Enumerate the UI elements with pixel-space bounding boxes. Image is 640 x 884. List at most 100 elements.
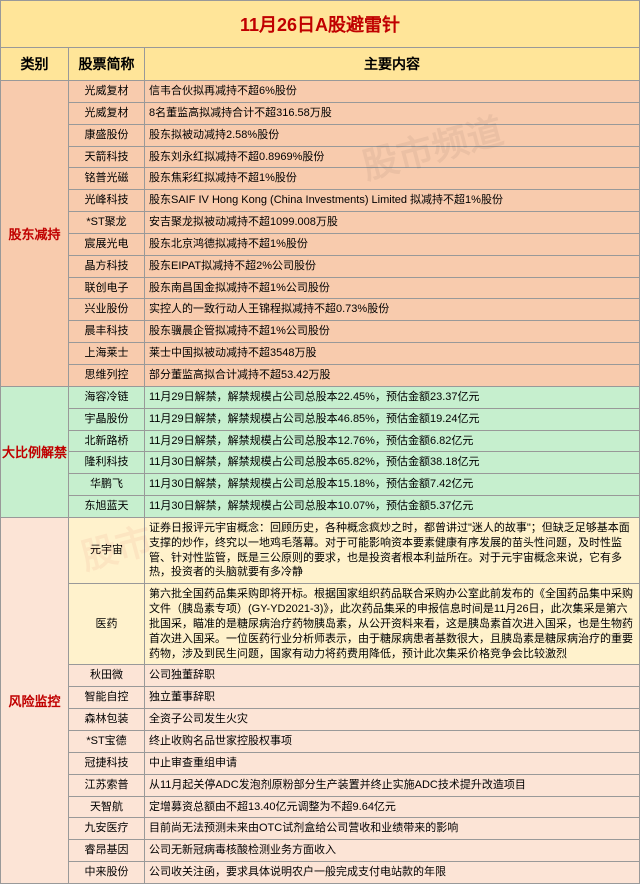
table-row: 华鹏飞11月30日解禁，解禁规模占公司总股本15.18%，预估金额7.42亿元 — [69, 474, 640, 496]
table-row: 冠捷科技中止审查重组申请 — [69, 753, 640, 775]
section: 风险监控元宇宙证券日报评元宇宙概念：回顾历史，各种概念疯炒之时，都曾讲过"迷人的… — [1, 518, 640, 884]
table-row: 秋田微公司独董辞职 — [69, 665, 640, 687]
stock-name: 秋田微 — [69, 665, 145, 687]
content-cell: 中止审查重组申请 — [145, 753, 640, 775]
content-cell: 莱士中国拟被动减持不超3548万股 — [145, 343, 640, 365]
table-row: 兴业股份实控人的一致行动人王锦程拟减持不超0.73%股份 — [69, 299, 640, 321]
stock-name: 海容冷链 — [69, 387, 145, 409]
stock-name: *ST宝德 — [69, 731, 145, 753]
col-header-category: 类别 — [1, 48, 69, 81]
content-cell: 全资子公司发生火灾 — [145, 709, 640, 731]
stock-name: 智能自控 — [69, 687, 145, 709]
table-row: 九安医疗目前尚无法预测未来由OTC试剂盒给公司营收和业绩带来的影响 — [69, 818, 640, 840]
stock-name: 光峰科技 — [69, 190, 145, 212]
content-cell: 终止收购名品世家控股权事项 — [145, 731, 640, 753]
stock-name: 宇晶股份 — [69, 409, 145, 431]
table-row: 医药第六批全国药品集采购即将开标。根据国家组织药品联合采购办公室此前发布的《全国… — [69, 584, 640, 665]
table-row: 光威复材信韦合伙拟再减持不超6%股份 — [69, 81, 640, 103]
col-header-content: 主要内容 — [145, 48, 640, 81]
content-cell: 股东骥晨企管拟减持不超1%公司股份 — [145, 321, 640, 343]
table-row: 思维列控部分董监高拟合计减持不超53.42万股 — [69, 365, 640, 387]
table-row: 天箭科技股东刘永红拟减持不超0.8969%股份 — [69, 147, 640, 169]
content-cell: 公司无新冠病毒核酸检测业务方面收入 — [145, 840, 640, 862]
stock-name: 天箭科技 — [69, 147, 145, 169]
table-row: 智能自控独立董事辞职 — [69, 687, 640, 709]
content-cell: 11月29日解禁，解禁规模占公司总股本12.76%，预估金额6.82亿元 — [145, 431, 640, 453]
stock-name: 思维列控 — [69, 365, 145, 387]
stock-name: 森林包装 — [69, 709, 145, 731]
stock-name: 联创电子 — [69, 278, 145, 300]
table-row: 光威复材8名董监高拟减持合计不超316.58万股 — [69, 103, 640, 125]
stock-name: 隆利科技 — [69, 452, 145, 474]
stock-name: 江苏索普 — [69, 775, 145, 797]
table-row: 江苏索普从11月起关停ADC发泡剂原粉部分生产装置并终止实施ADC技术提升改造项… — [69, 775, 640, 797]
content-cell: 股东焦彩红拟减持不超1%股份 — [145, 168, 640, 190]
stock-name: 上海莱士 — [69, 343, 145, 365]
table-row: 康盛股份股东拟被动减持2.58%股份 — [69, 125, 640, 147]
content-cell: 11月30日解禁，解禁规模占公司总股本10.07%，预估金额5.37亿元 — [145, 496, 640, 518]
content-cell: 实控人的一致行动人王锦程拟减持不超0.73%股份 — [145, 299, 640, 321]
content-cell: 11月30日解禁，解禁规模占公司总股本65.82%，预估金额38.18亿元 — [145, 452, 640, 474]
content-cell: 信韦合伙拟再减持不超6%股份 — [145, 81, 640, 103]
content-cell: 从11月起关停ADC发泡剂原粉部分生产装置并终止实施ADC技术提升改造项目 — [145, 775, 640, 797]
section-label: 风险监控 — [1, 518, 69, 884]
table-row: 中来股份公司收关注函，要求具体说明农户一般完成支付电站款的年限 — [69, 862, 640, 884]
stock-name: 九安医疗 — [69, 818, 145, 840]
stock-name: 医药 — [69, 584, 145, 665]
table-row: 海容冷链11月29日解禁，解禁规模占公司总股本22.45%，预估金额23.37亿… — [69, 387, 640, 409]
table-row: *ST宝德终止收购名品世家控股权事项 — [69, 731, 640, 753]
table-row: *ST聚龙安吉聚龙拟被动减持不超1099.008万股 — [69, 212, 640, 234]
content-cell: 目前尚无法预测未来由OTC试剂盒给公司营收和业绩带来的影响 — [145, 818, 640, 840]
stock-name: 东旭蓝天 — [69, 496, 145, 518]
table-row: 宇晶股份11月29日解禁，解禁规模占公司总股本46.85%，预估金额19.24亿… — [69, 409, 640, 431]
table-row: 宸展光电股东北京鸿德拟减持不超1%股份 — [69, 234, 640, 256]
content-cell: 独立董事辞职 — [145, 687, 640, 709]
section: 大比例解禁海容冷链11月29日解禁，解禁规模占公司总股本22.45%，预估金额2… — [1, 387, 640, 518]
table-row: 睿昂基因公司无新冠病毒核酸检测业务方面收入 — [69, 840, 640, 862]
table-row: 铭普光磁股东焦彩红拟减持不超1%股份 — [69, 168, 640, 190]
table-row: 天智航定增募资总额由不超13.40亿元调整为不超9.64亿元 — [69, 797, 640, 819]
table-row: 元宇宙证券日报评元宇宙概念：回顾历史，各种概念疯炒之时，都曾讲过"迷人的故事"；… — [69, 518, 640, 584]
content-cell: 股东刘永红拟减持不超0.8969%股份 — [145, 147, 640, 169]
page-title: 11月26日A股避雷针 — [1, 1, 640, 48]
content-cell: 股东北京鸿德拟减持不超1%股份 — [145, 234, 640, 256]
stock-name: 铭普光磁 — [69, 168, 145, 190]
content-cell: 11月29日解禁，解禁规模占公司总股本22.45%，预估金额23.37亿元 — [145, 387, 640, 409]
section-label: 大比例解禁 — [1, 387, 69, 518]
stock-name: 晶方科技 — [69, 256, 145, 278]
stock-name: 北新路桥 — [69, 431, 145, 453]
content-cell: 11月29日解禁，解禁规模占公司总股本46.85%，预估金额19.24亿元 — [145, 409, 640, 431]
table-row: 北新路桥11月29日解禁，解禁规模占公司总股本12.76%，预估金额6.82亿元 — [69, 431, 640, 453]
stock-name: 兴业股份 — [69, 299, 145, 321]
section: 股东减持光威复材信韦合伙拟再减持不超6%股份光威复材8名董监高拟减持合计不超31… — [1, 81, 640, 387]
stock-name: 元宇宙 — [69, 518, 145, 584]
table-row: 东旭蓝天11月30日解禁，解禁规模占公司总股本10.07%，预估金额5.37亿元 — [69, 496, 640, 518]
stock-name: 冠捷科技 — [69, 753, 145, 775]
stock-name: 光威复材 — [69, 103, 145, 125]
content-cell: 股东EIPAT拟减持不超2%公司股份 — [145, 256, 640, 278]
stock-name: 睿昂基因 — [69, 840, 145, 862]
content-cell: 第六批全国药品集采购即将开标。根据国家组织药品联合采购办公室此前发布的《全国药品… — [145, 584, 640, 665]
table-row: 光峰科技股东SAIF IV Hong Kong (China Investmen… — [69, 190, 640, 212]
table-row: 隆利科技11月30日解禁，解禁规模占公司总股本65.82%，预估金额38.18亿… — [69, 452, 640, 474]
content-cell: 股东SAIF IV Hong Kong (China Investments) … — [145, 190, 640, 212]
table-container: 11月26日A股避雷针 类别 股票简称 主要内容 股东减持光威复材信韦合伙拟再减… — [0, 0, 640, 884]
table-row: 联创电子股东南昌国金拟减持不超1%公司股份 — [69, 278, 640, 300]
stock-name: 康盛股份 — [69, 125, 145, 147]
stock-name: 华鹏飞 — [69, 474, 145, 496]
content-cell: 股东南昌国金拟减持不超1%公司股份 — [145, 278, 640, 300]
content-cell: 定增募资总额由不超13.40亿元调整为不超9.64亿元 — [145, 797, 640, 819]
content-cell: 公司收关注函，要求具体说明农户一般完成支付电站款的年限 — [145, 862, 640, 884]
content-cell: 安吉聚龙拟被动减持不超1099.008万股 — [145, 212, 640, 234]
table-row: 森林包装全资子公司发生火灾 — [69, 709, 640, 731]
stock-name: 晨丰科技 — [69, 321, 145, 343]
stock-name: *ST聚龙 — [69, 212, 145, 234]
col-header-stock: 股票简称 — [69, 48, 145, 81]
content-cell: 部分董监高拟合计减持不超53.42万股 — [145, 365, 640, 387]
stock-name: 中来股份 — [69, 862, 145, 884]
stock-name: 天智航 — [69, 797, 145, 819]
header-row: 类别 股票简称 主要内容 — [1, 48, 640, 81]
table-row: 晨丰科技股东骥晨企管拟减持不超1%公司股份 — [69, 321, 640, 343]
content-cell: 股东拟被动减持2.58%股份 — [145, 125, 640, 147]
content-cell: 8名董监高拟减持合计不超316.58万股 — [145, 103, 640, 125]
